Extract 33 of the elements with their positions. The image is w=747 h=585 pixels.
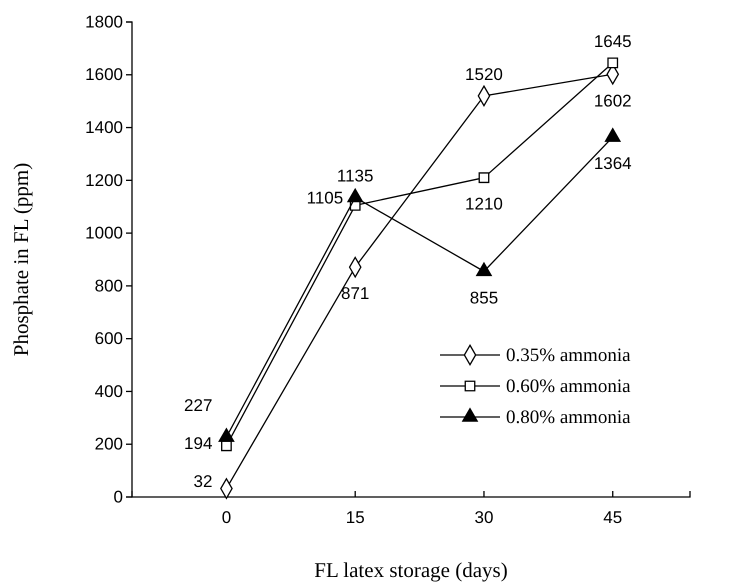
data-label: 871 [341,284,370,304]
data-label: 194 [184,434,212,454]
y-tick-label: 400 [94,382,123,401]
y-tick-label: 1400 [85,118,123,137]
legend-label: 0.35% ammonia [506,345,632,366]
point [478,172,490,184]
y-tick-label: 1800 [85,12,123,32]
legend-label: 0.60% ammonia [506,376,632,397]
y-tick-label: 600 [94,329,123,348]
legend-label: 0.80% ammonia [506,407,632,428]
data-label: 1602 [594,91,632,110]
x-tick-label: 30 [474,508,494,528]
x-axis-title: FL latex storage (days) [314,558,508,582]
data-label: 1105 [306,188,344,208]
x-tick-label: 45 [603,508,622,528]
x-tick-label: 15 [346,508,365,528]
y-tick-label: 0 [114,487,123,506]
data-label: 1520 [465,64,503,84]
data-label: 32 [194,472,212,492]
data-label: 1364 [594,154,632,174]
data-label: 1645 [594,32,632,51]
x-tick-label: 0 [222,508,232,528]
point [607,58,618,68]
y-tick-label: 1200 [85,170,123,190]
data-label: 1135 [336,166,374,186]
y-tick-label: 200 [94,434,123,454]
data-label: 855 [470,288,498,308]
data-label: 227 [184,396,212,416]
y-axis-title: Phosphate in FL (ppm) [9,162,33,356]
y-tick-label: 1600 [85,65,123,84]
y-tick-label: 800 [94,276,123,296]
data-label: 1210 [465,194,503,214]
y-tick-label: 1000 [85,224,123,243]
